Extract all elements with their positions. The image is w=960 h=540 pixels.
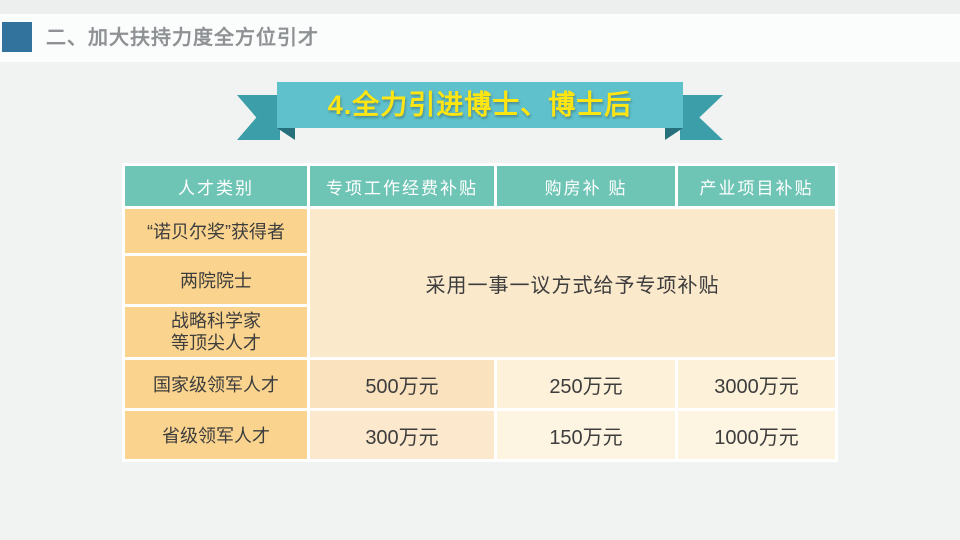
tier-label-line2: 等顶尖人才 [171, 333, 261, 353]
table-row: 战略科学家 等顶尖人才 [125, 307, 835, 357]
tier-cell-national-leading: 国家级领军人才 [125, 360, 307, 408]
ribbon-title: 4.全力引进博士、博士后 [277, 82, 683, 128]
value-cell: 1000万元 [678, 411, 835, 459]
table-header-row: 人才类别 专项工作经费补贴 购房补 贴 产业项目补贴 [125, 166, 835, 206]
column-header-talent-category: 人才类别 [125, 166, 307, 206]
value-cell: 300万元 [310, 411, 494, 459]
tier-cell-academicians: 两院院士 [125, 256, 307, 304]
value-cell: 3000万元 [678, 360, 835, 408]
tier-label-line1: 战略科学家 [171, 311, 261, 331]
table-row: 两院院士 [125, 256, 835, 304]
column-header-work-fund-subsidy: 专项工作经费补贴 [310, 166, 494, 206]
merged-note-cell: 采用一事一议方式给予专项补贴 [310, 209, 835, 357]
section-marker-square [2, 22, 32, 52]
value-cell: 250万元 [497, 360, 675, 408]
column-header-housing-subsidy: 购房补 贴 [497, 166, 675, 206]
table-row: 省级领军人才 300万元 150万元 1000万元 [125, 411, 835, 459]
ribbon-banner: 4.全力引进博士、博士后 [0, 0, 960, 150]
ribbon-tail-left [237, 95, 280, 140]
subsidy-table: 人才类别 专项工作经费补贴 购房补 贴 产业项目补贴 “诺贝尔奖”获得者 采用一… [122, 163, 838, 462]
column-header-industry-project-subsidy: 产业项目补贴 [678, 166, 835, 206]
tier-cell-strategic-scientists: 战略科学家 等顶尖人才 [125, 307, 307, 357]
section-title: 二、加大扶持力度全方位引才 [46, 27, 319, 49]
ribbon-tail-right [680, 95, 723, 140]
table-row: “诺贝尔奖”获得者 采用一事一议方式给予专项补贴 [125, 209, 835, 357]
header-bar: 二、加大扶持力度全方位引才 [0, 14, 960, 62]
value-cell: 150万元 [497, 411, 675, 459]
table-row: 国家级领军人才 500万元 250万元 3000万元 [125, 360, 835, 408]
top-strip [0, 0, 960, 14]
tier-cell-nobel: “诺贝尔奖”获得者 [125, 209, 307, 253]
value-cell: 500万元 [310, 360, 494, 408]
tier-cell-provincial-leading: 省级领军人才 [125, 411, 307, 459]
